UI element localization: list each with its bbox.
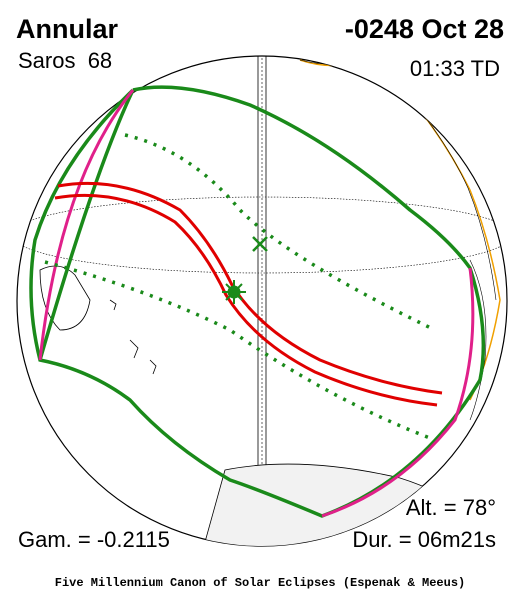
altitude: Alt. = 78° — [406, 495, 496, 520]
saros: Saros 68 — [18, 48, 112, 73]
time: 01:33 TD — [410, 56, 500, 81]
max-eclipse-curve — [44, 260, 436, 442]
rise-set-curve — [38, 89, 475, 518]
eclipse-path — [29, 85, 486, 518]
australia — [39, 265, 91, 331]
subsolar-point — [252, 236, 268, 252]
date: -0248 Oct 28 — [345, 14, 504, 44]
credit: Five Millennium Canon of Solar Eclipses … — [55, 576, 465, 590]
gamma: Gam. = -0.2115 — [18, 527, 170, 552]
duration: Dur. = 06m21s — [352, 527, 496, 552]
globe — [16, 55, 508, 547]
title: Annular — [16, 14, 118, 44]
central-line — [54, 193, 438, 407]
